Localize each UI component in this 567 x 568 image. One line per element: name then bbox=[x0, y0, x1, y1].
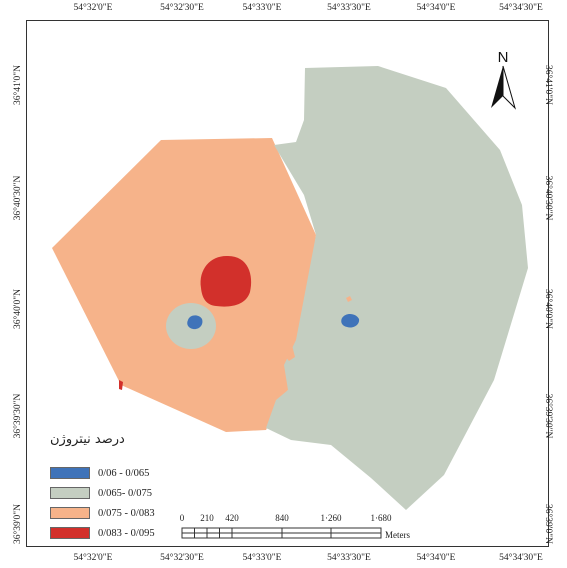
lon-label-bottom: 54°32'0"E bbox=[73, 553, 113, 563]
legend-swatch bbox=[50, 487, 90, 499]
legend-swatch bbox=[50, 507, 90, 519]
legend-label: 0/083 - 0/095 bbox=[98, 527, 155, 539]
zone-grey-region[interactable] bbox=[266, 66, 528, 510]
lat-label-left: 36°39'30"N bbox=[13, 393, 23, 439]
scale-unit: Meters bbox=[385, 530, 410, 540]
scale-label: 210 bbox=[200, 513, 214, 523]
scale-label: 420 bbox=[225, 513, 239, 523]
scale-label: 1·260 bbox=[320, 513, 342, 523]
legend-label: 0/075 - 0/083 bbox=[98, 507, 155, 519]
lon-label-bottom: 54°34'30"E bbox=[499, 553, 543, 563]
map-canvas bbox=[52, 66, 528, 510]
scale-label: 840 bbox=[275, 513, 289, 523]
lat-label-left: 36°40'30"N bbox=[13, 175, 23, 221]
zone-orange-speck bbox=[346, 296, 352, 302]
zone-blue-east[interactable] bbox=[341, 313, 360, 328]
legend-label: 0/06 - 0/065 bbox=[98, 467, 150, 479]
zone-blue-west[interactable] bbox=[187, 315, 203, 330]
zone-red-edge[interactable] bbox=[119, 380, 123, 390]
legend-swatch bbox=[50, 467, 90, 479]
north-arrow-icon: N bbox=[491, 49, 517, 110]
legend-label: 0/065- 0/075 bbox=[98, 487, 152, 499]
lon-label-top: 54°33'30"E bbox=[327, 3, 371, 13]
scale-label: 0 bbox=[179, 513, 185, 523]
lon-label-top: 54°32'30"E bbox=[160, 3, 204, 13]
zone-red-region[interactable] bbox=[200, 255, 252, 307]
legend-item: 0/075 - 0/083 bbox=[50, 506, 155, 520]
lon-label-bottom: 54°33'0"E bbox=[242, 553, 282, 563]
scale-bar bbox=[181, 527, 382, 539]
lon-label-top: 54°34'30"E bbox=[499, 3, 543, 13]
zone-orange-speck bbox=[284, 345, 295, 361]
lat-label-left: 36°39'0"N bbox=[13, 504, 23, 544]
legend-item: 0/065- 0/075 bbox=[50, 486, 152, 500]
lon-label-top: 54°33'0"E bbox=[242, 3, 282, 13]
legend-item: 0/06 - 0/065 bbox=[50, 466, 149, 480]
lon-label-bottom: 54°33'30"E bbox=[327, 553, 371, 563]
legend-title: درصد نیتروژن bbox=[50, 432, 125, 447]
legend-item: 0/083 - 0/095 bbox=[50, 526, 155, 540]
lat-label-left: 36°40'0"N bbox=[13, 289, 23, 329]
zone-orange-region[interactable] bbox=[52, 138, 316, 432]
lon-label-bottom: 54°34'0"E bbox=[416, 553, 456, 563]
lat-label-left: 36°41'0"N bbox=[13, 65, 23, 105]
scale-label: 1·680 bbox=[370, 513, 392, 523]
lon-label-top: 54°32'0"E bbox=[73, 3, 113, 13]
north-arrow-label: N bbox=[498, 49, 509, 66]
lon-label-bottom: 54°32'30"E bbox=[160, 553, 204, 563]
legend-swatch bbox=[50, 527, 90, 539]
lon-label-top: 54°34'0"E bbox=[416, 3, 456, 13]
